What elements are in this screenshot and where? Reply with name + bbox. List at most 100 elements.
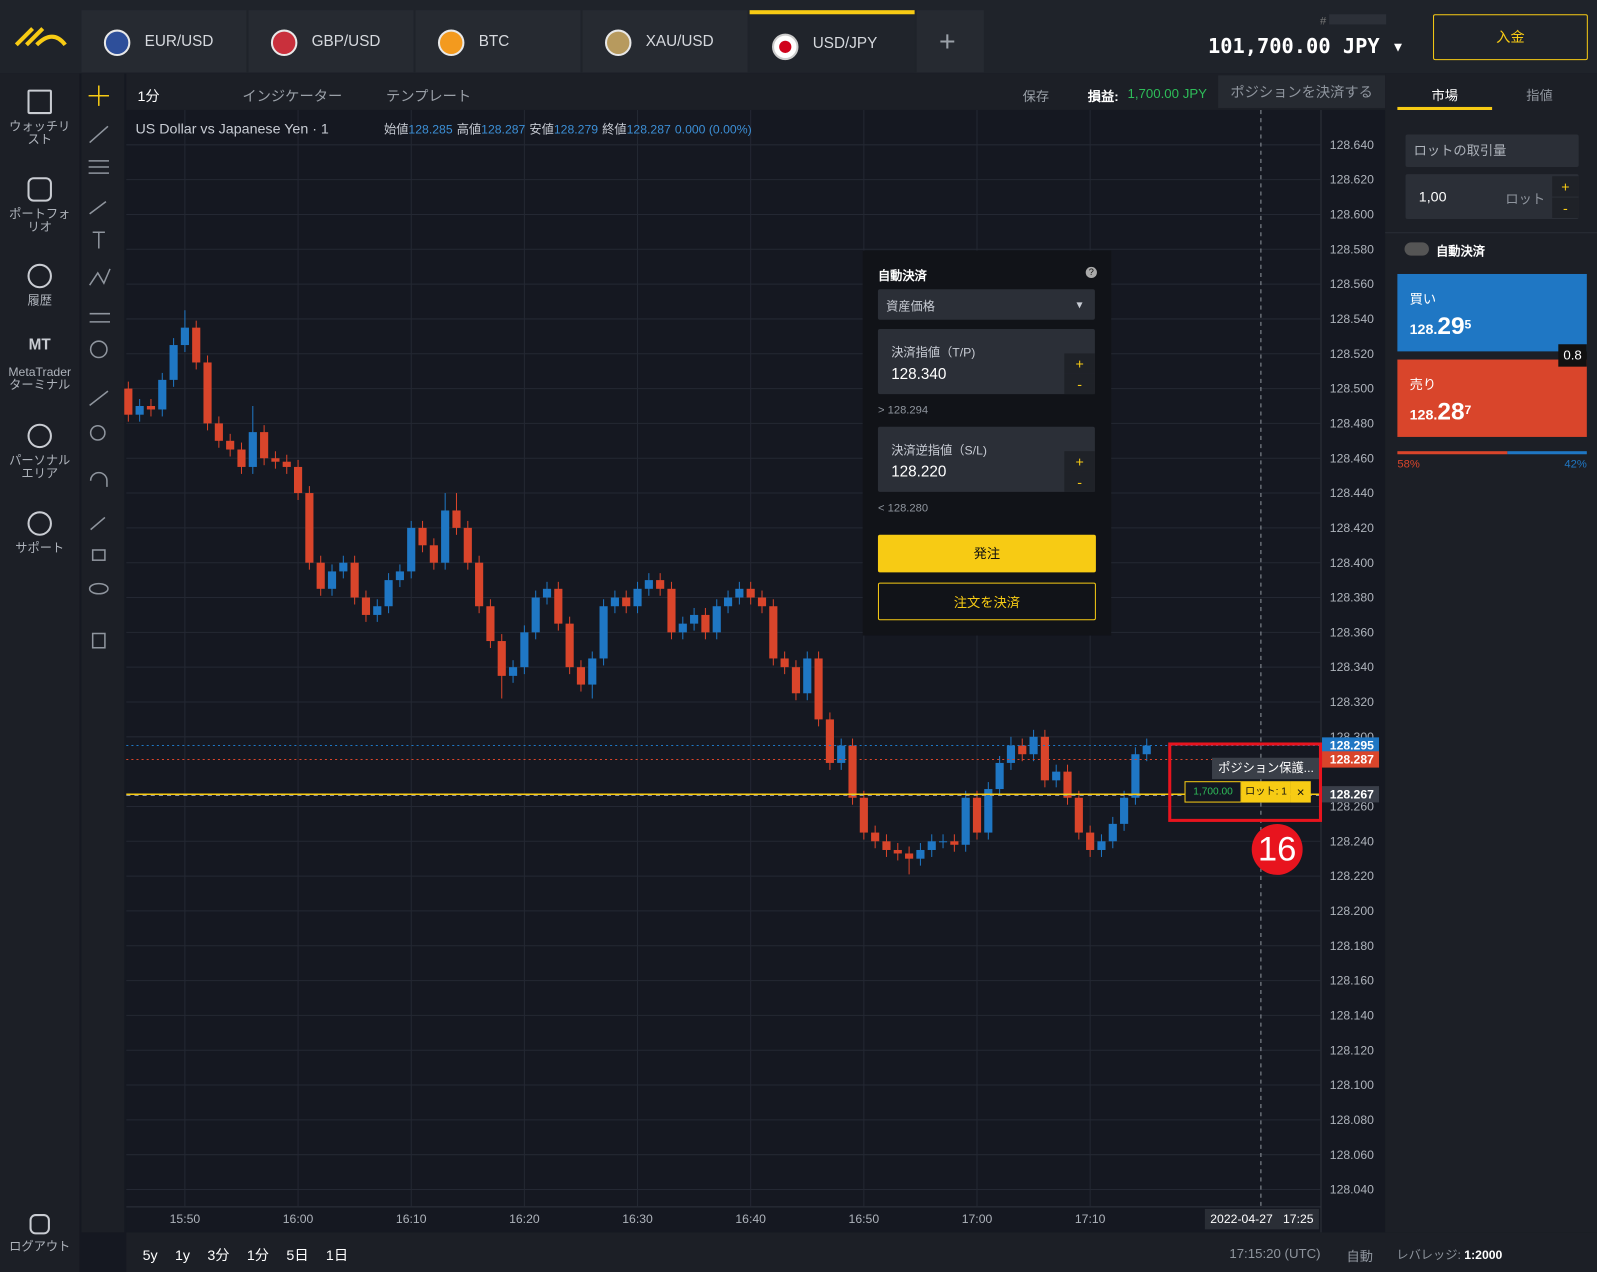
range-button[interactable]: 5日 [286,1246,309,1263]
y-tick-label: 128.180 [1330,939,1374,953]
tab[interactable]: USD/JPY [749,10,915,73]
close-order-button[interactable]: 注文を決済 [877,582,1096,621]
interval[interactable]: 1分 [137,87,160,104]
sell-button[interactable]: 売り 128.287 [1397,359,1587,437]
ohlc-label: 高値 [456,122,482,137]
help[interactable]: ? [1085,266,1097,279]
x-tick-label: 15:50 [170,1212,201,1226]
position-close[interactable]: × [1290,781,1311,803]
chart-title: US Dollar vs Japanese Yen · 1 [135,120,329,137]
candle-body [475,562,484,607]
auto-close-label: 自動決済 [1436,244,1485,259]
lot-field[interactable]: 1,00 ロット + - [1405,174,1579,219]
candle-body [542,588,552,598]
candle-body [146,405,156,410]
candle-body [429,545,438,563]
step-badge: 16 [1251,823,1303,875]
candle-body [837,745,846,763]
candle-body [463,527,472,563]
tab[interactable]: 指値 [1526,87,1553,103]
bottom-bar [126,1232,1597,1272]
tab[interactable]: XAU/USD [582,10,748,73]
auto-close-toggle[interactable] [1404,242,1429,256]
tab[interactable]: GBP/USD [248,10,414,73]
candle-body [316,562,325,589]
candle-body [995,762,1004,790]
candle-body [814,658,823,720]
candle-body [927,841,936,850]
logo[interactable] [12,24,69,50]
nav-item[interactable]: ポートフォリオ [0,177,79,234]
candle-body [293,466,303,494]
candle-body [588,658,597,685]
tab[interactable]: 市場 [1397,73,1493,110]
nav-item[interactable]: パーソナルエリア [0,423,79,481]
candle-body [452,510,461,528]
y-tick-label: 128.240 [1330,834,1374,848]
range-button[interactable]: 1日 [325,1246,349,1263]
x-tick-label: 17:10 [1075,1212,1106,1226]
candle-body [859,797,868,833]
submit-button[interactable]: 発注 [877,534,1096,573]
y-tick-label: 128.620 [1330,173,1374,187]
popup-title: 自動決済 [877,268,927,284]
deposit-button[interactable]: 入金 [1433,14,1588,61]
buy-button[interactable]: 買い 128.295 [1397,273,1587,352]
range-button[interactable]: 1y [174,1246,191,1263]
nav-item[interactable]: ウォッチリスト [0,89,79,147]
ohlc-value: 128.287 [626,122,671,137]
sl-hint: < 128.280 [877,502,929,515]
y-tick-label: 128.460 [1330,451,1374,465]
candle-body [531,597,540,633]
candle-body [350,562,359,598]
clock: 17:15:20 (UTC) [1229,1245,1321,1261]
ohlc-legend: 始値128.285 高値128.287 安値128.279 終値128.287 0.00… [384,120,752,137]
templates[interactable]: テンプレート [386,87,472,104]
candle-body [260,432,269,459]
tp-field[interactable]: 決済指値（T/P) 128.340 + - [877,328,1095,395]
sentiment-buy [1507,451,1587,455]
drawing-tools[interactable] [86,81,121,662]
ohlc-label: 始値 [383,122,409,137]
candle-body [882,841,891,850]
candle-body [1131,754,1140,798]
balance[interactable]: 101,700.00 JPY ▾ [1207,33,1405,59]
range-button[interactable]: 1分 [246,1246,270,1263]
sl-field[interactable]: 決済逆指値（S/L) 128.220 + - [877,426,1095,492]
nav-item[interactable]: 履歴 [0,263,79,308]
candle-body [1074,797,1083,833]
tab[interactable]: EUR/USD [81,10,247,73]
sentiment-sell [1397,451,1508,455]
candle-body [961,797,970,845]
y-tick-label: 128.520 [1330,347,1374,361]
candle-body [678,623,687,633]
candle-body [712,606,721,633]
mode-select[interactable]: 資産価格 ▾ [877,289,1095,320]
save[interactable]: 保存 [1022,88,1050,104]
range-button[interactable]: 5y [142,1246,158,1263]
close-position-button[interactable]: ポジションを決済する [1218,75,1386,108]
indicators[interactable]: インジケーター [242,87,343,104]
auto-scale[interactable]: 自動 [1346,1248,1373,1264]
tab[interactable]: BTC [415,10,581,73]
logout[interactable]: ログアウト [0,1214,79,1254]
nav-item[interactable]: MT MetaTraderターミナル [8,336,72,393]
candle-body [124,388,133,415]
add-tab[interactable]: + [916,10,984,73]
candle-body [1018,745,1027,755]
candle-body [497,641,506,676]
position-lot[interactable]: ロット: 1 [1241,781,1291,803]
range-button[interactable]: 3分 [207,1246,230,1263]
candle-body [746,588,755,598]
candle-body [565,623,574,668]
candle-body [520,632,529,668]
candle-body [203,362,212,424]
candle-body [667,588,676,633]
lot-select[interactable]: ロットの取引量 [1405,134,1579,168]
nav-item[interactable]: サポート [0,511,79,555]
candle-body [237,449,246,467]
candle-body [384,580,393,607]
